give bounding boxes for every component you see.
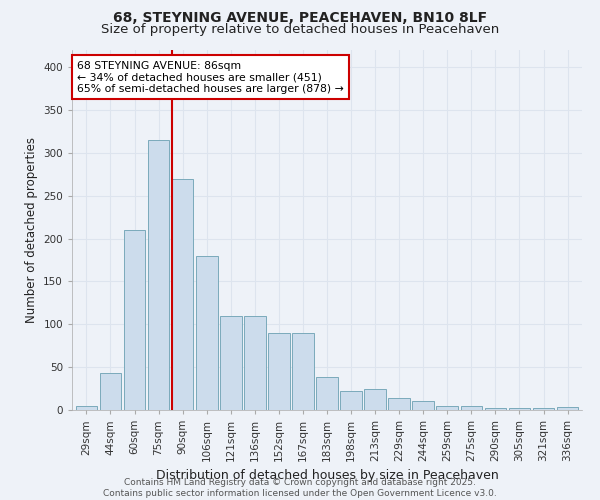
Bar: [196, 256, 218, 410]
Bar: [100, 373, 121, 410]
Bar: [76, 406, 97, 410]
Bar: [340, 391, 362, 410]
Bar: [316, 378, 338, 410]
Bar: [220, 316, 242, 410]
Bar: [244, 316, 266, 410]
Bar: [557, 408, 578, 410]
Bar: [388, 398, 410, 410]
Bar: [172, 178, 193, 410]
Text: 68 STEYNING AVENUE: 86sqm
← 34% of detached houses are smaller (451)
65% of semi: 68 STEYNING AVENUE: 86sqm ← 34% of detac…: [77, 61, 344, 94]
Bar: [461, 406, 482, 410]
Text: 68, STEYNING AVENUE, PEACEHAVEN, BN10 8LF: 68, STEYNING AVENUE, PEACEHAVEN, BN10 8L…: [113, 11, 487, 25]
Bar: [533, 408, 554, 410]
Bar: [436, 406, 458, 410]
Bar: [509, 408, 530, 410]
Text: Size of property relative to detached houses in Peacehaven: Size of property relative to detached ho…: [101, 23, 499, 36]
Bar: [148, 140, 169, 410]
Bar: [412, 402, 434, 410]
Bar: [364, 388, 386, 410]
Bar: [485, 408, 506, 410]
Text: Contains HM Land Registry data © Crown copyright and database right 2025.
Contai: Contains HM Land Registry data © Crown c…: [103, 478, 497, 498]
Bar: [268, 333, 290, 410]
Bar: [124, 230, 145, 410]
Bar: [292, 333, 314, 410]
X-axis label: Distribution of detached houses by size in Peacehaven: Distribution of detached houses by size …: [155, 470, 499, 482]
Y-axis label: Number of detached properties: Number of detached properties: [25, 137, 38, 323]
